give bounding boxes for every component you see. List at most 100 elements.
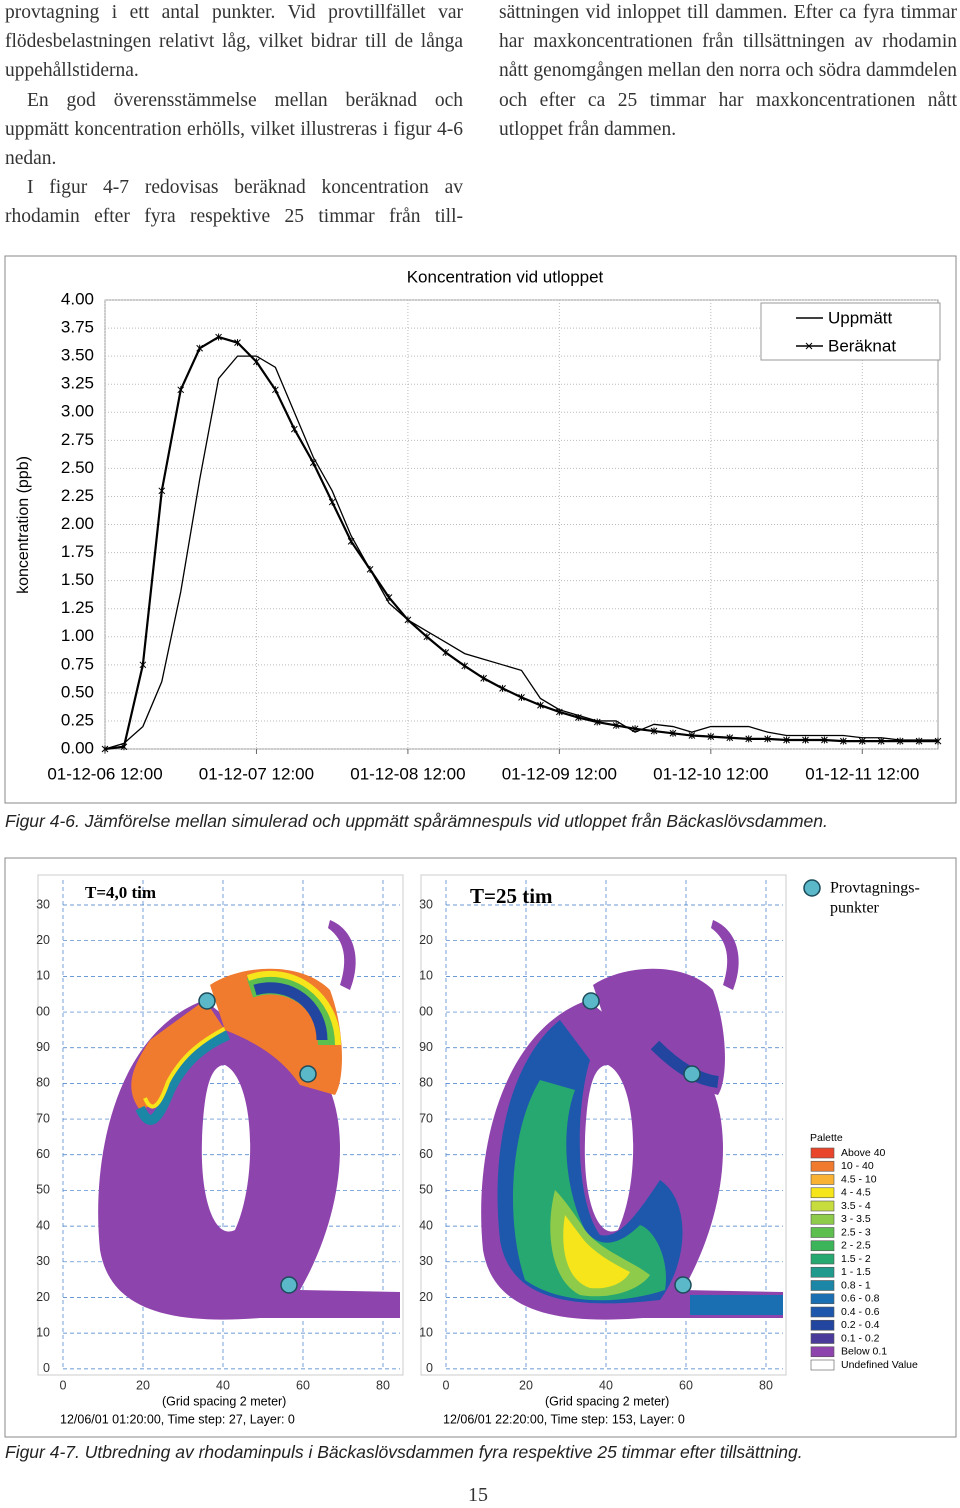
y-tick-label: 0.50 [61,682,94,701]
palette-label: 4 - 4.5 [841,1187,871,1199]
region [593,968,725,1095]
series-marker [215,333,222,341]
palette-label: 4.5 - 10 [841,1173,877,1185]
map-y-tick: 10 [419,969,433,983]
map-x-tick: 60 [296,1378,310,1392]
right-column: sättningen vid inloppet till dammen. Eft… [499,0,957,144]
x-tick-label: 01-12-10 12:00 [653,764,768,783]
palette-swatch [810,1240,835,1252]
region [253,982,328,1041]
map-y-tick: 00 [419,1004,433,1018]
paragraph: I figur 4-7 redovisas beräknad koncentra… [5,177,463,228]
legend-label: Beräknat [828,336,896,355]
page-number: 15 [468,1484,488,1506]
map-x-tick: 20 [519,1378,533,1392]
grid-note: (Grid spacing 2 meter) [545,1394,669,1408]
series-marker [612,721,620,729]
palette-swatch [810,1147,835,1159]
region [135,1030,231,1125]
map-y-tick: 10 [36,969,50,983]
palette-label: 2 - 2.5 [841,1240,871,1252]
palette-swatch [810,1266,835,1278]
y-tick-label: 3.25 [61,374,94,393]
palette-label: Above 40 [841,1147,886,1159]
y-axis-label: koncentration (ppb) [15,456,32,594]
x-tick-label: 01-12-08 12:00 [350,764,465,783]
palette-label: 0.1 - 0.2 [841,1332,880,1344]
map-y-tick: 30 [419,1254,433,1268]
grid-note: (Grid spacing 2 meter) [162,1394,286,1408]
map-y-tick: 70 [419,1111,433,1125]
palette-label: 3 - 3.5 [841,1213,871,1225]
timestamp: 12/06/01 01:20:00, Time step: 27, Layer:… [60,1412,295,1426]
series-marker [158,487,166,495]
series-marker [139,661,147,669]
x-tick-label: 01-12-06 12:00 [47,764,162,783]
series-marker [574,714,582,722]
sample-point [198,992,216,1010]
map-x-tick: 0 [443,1378,450,1392]
series-marker [783,736,790,744]
series-marker [915,737,923,745]
series-marker [745,735,753,743]
sample-point [582,992,600,1010]
y-tick-label: 1.25 [61,598,94,617]
chart-title: Koncentration vid utloppet [407,267,604,286]
series-marker [101,745,109,753]
sample-point [299,1065,317,1083]
left-column: provtagning i ett antal punkter. Vid pro… [5,0,463,232]
palette-swatch [810,1227,835,1238]
map-y-tick: 80 [36,1076,50,1090]
x-tick-label: 01-12-09 12:00 [502,764,617,783]
map-x-tick: 80 [759,1378,773,1392]
y-tick-label: 4.00 [61,289,94,308]
y-tick-label: 2.25 [61,486,94,505]
palette-label: 10 - 40 [841,1160,874,1172]
y-tick-label: 0.75 [61,654,94,673]
map-y-tick: 30 [36,1254,50,1268]
map-y-tick: 90 [36,1040,50,1054]
palette-swatch [810,1160,835,1172]
map-frame [37,874,404,1376]
x-tick-label: 01-12-11 12:00 [805,764,919,783]
series-marker [461,662,469,670]
map-y-tick: 30 [419,897,433,911]
map-y-tick: 70 [36,1111,50,1125]
series-marker [196,344,204,352]
series-marker [669,729,677,737]
map-x-tick: 60 [679,1378,693,1392]
palette-swatch [810,1333,835,1344]
maps: Provtagnings- punkter Palette 3020100090… [36,874,920,1426]
series-marker [593,718,601,726]
map-y-tick: 40 [419,1218,433,1232]
map-y-tick: 20 [36,933,50,947]
map-y-tick: 20 [419,1290,433,1304]
series-marker [328,498,336,506]
series-marker [309,459,317,467]
sample-point [280,1276,298,1294]
region [690,1295,783,1315]
map-frame [420,874,787,1376]
map-x-tick: 0 [60,1378,67,1392]
region [711,920,739,990]
sample-point [683,1065,701,1083]
panel-title: T=25 tim [470,884,553,908]
timestamp: 12/06/01 22:20:00, Time step: 153, Layer… [443,1412,685,1426]
x-tick-label: 01-12-07 12:00 [199,764,314,783]
series-marker [556,708,563,716]
palette-label: 0.4 - 0.6 [841,1306,880,1318]
palette-label: 1 - 1.5 [841,1266,871,1278]
caption: Figur 4-6. Jämförelse mellan simulerad o… [5,811,828,831]
palette-label: 3.5 - 4 [841,1200,871,1212]
y-tick-label: 2.75 [61,430,94,449]
series-marker [537,701,544,709]
series-marker [858,737,866,745]
plot: 0.00 0.25 0.50 0.75 1.00 1.25 1.50 1.75 2.00 2.25… [47,289,942,783]
panel-title: T=4,0 tim [85,883,156,902]
y-tick-label: 3.00 [61,402,94,421]
map-y-tick: 60 [36,1147,50,1161]
series-marker [764,735,771,743]
palette-label: 0.8 - 1 [841,1279,871,1291]
series-marker [726,734,734,742]
